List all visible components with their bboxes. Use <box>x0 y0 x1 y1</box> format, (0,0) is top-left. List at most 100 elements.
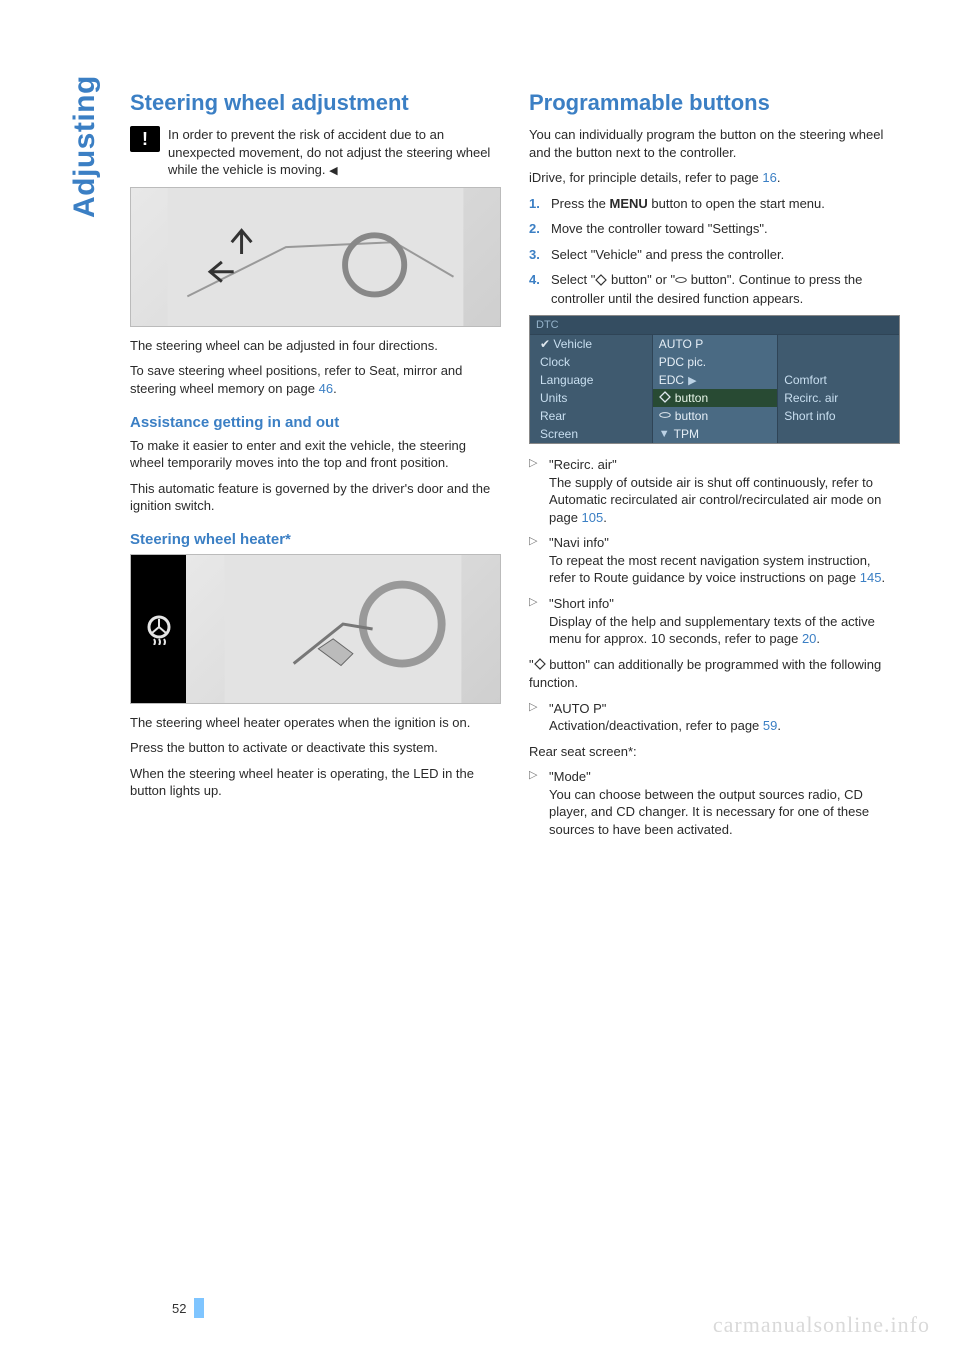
page-ref-145[interactable]: 145 <box>860 570 882 585</box>
idrive-left-screen: Screen <box>530 425 652 443</box>
diamond-icon-inline <box>534 656 546 674</box>
steps-list: 1. Press the MENU button to open the sta… <box>529 195 900 308</box>
page-number: 52 <box>172 1301 186 1316</box>
idrive-mid-pdc: PDC pic. <box>652 353 777 371</box>
figure-steering-adjustment <box>130 187 501 327</box>
p-assistance-2: This automatic feature is governed by th… <box>130 480 501 515</box>
bullet-mode-body: You can choose between the output source… <box>549 787 869 837</box>
idrive-left-language: Language <box>530 371 652 389</box>
p-save-positions-a: To save steering wheel positions, refer … <box>130 363 462 396</box>
idrive-left-units: Units <box>530 389 652 407</box>
step-4-num: 4. <box>529 271 540 289</box>
heading-programmable-buttons: Programmable buttons <box>529 90 900 116</box>
p-prog-intro: You can individually program the button … <box>529 126 900 161</box>
step-1-text-b: button to open the start menu. <box>648 196 825 211</box>
p-idrive-ref-b: . <box>777 170 781 185</box>
side-tab-label: Adjusting <box>68 75 102 218</box>
heading-assistance: Assistance getting in and out <box>130 414 501 431</box>
step-1-text-a: Press the <box>551 196 610 211</box>
page-footer: 52 <box>172 1298 204 1318</box>
page-ref-46[interactable]: 46 <box>319 381 333 396</box>
p-idrive-ref-a: iDrive, for principle details, refer to … <box>529 170 762 185</box>
bullet-mode-title: "Mode" <box>549 769 591 784</box>
bullet-autop-body-b: . <box>777 718 781 733</box>
step-3: 3. Select "Vehicle" and press the contro… <box>529 246 900 264</box>
watermark: carmanualsonline.info <box>713 1312 930 1338</box>
idrive-right-1 <box>777 353 899 371</box>
p-save-positions-b: . <box>333 381 337 396</box>
step-3-num: 3. <box>529 246 540 264</box>
bullet-recirc-title: "Recirc. air" <box>549 457 617 472</box>
bullet-list-1: "Recirc. air" The supply of outside air … <box>529 456 900 647</box>
p-heater-3: When the steering wheel heater is operat… <box>130 765 501 800</box>
step-1-num: 1. <box>529 195 540 213</box>
step-4: 4. Select " button" or " button". Contin… <box>529 271 900 307</box>
bullet-recirc-body-b: . <box>603 510 607 525</box>
bullet-navi: "Navi info" To repeat the most recent na… <box>529 534 900 587</box>
idrive-arrow-right-icon: ▶ <box>688 374 696 387</box>
bullet-recirc: "Recirc. air" The supply of outside air … <box>529 456 900 526</box>
idrive-edc-label: EDC <box>659 373 684 387</box>
idrive-mid-oval-button: button <box>652 407 777 425</box>
step-1: 1. Press the MENU button to open the sta… <box>529 195 900 213</box>
bullet-mode: "Mode" You can choose between the output… <box>529 768 900 838</box>
idrive-oval-button-label: button <box>675 409 708 423</box>
oval-icon <box>675 272 687 290</box>
bullet-navi-title: "Navi info" <box>549 535 609 550</box>
p-heater-1: The steering wheel heater operates when … <box>130 714 501 732</box>
step-4-text-a: Select " <box>551 272 595 287</box>
bullet-autop-title: "AUTO P" <box>549 701 606 716</box>
idrive-top-bar: DTC <box>530 316 899 335</box>
bullet-list-autop: "AUTO P" Activation/deactivation, refer … <box>529 700 900 735</box>
bullet-autop: "AUTO P" Activation/deactivation, refer … <box>529 700 900 735</box>
heater-illustration <box>186 555 500 703</box>
page-ref-20[interactable]: 20 <box>802 631 816 646</box>
p-idrive-ref: iDrive, for principle details, refer to … <box>529 169 900 187</box>
steering-adjust-illustration <box>131 188 500 326</box>
heater-button-icon <box>131 555 186 703</box>
idrive-left-vehicle: Vehicle <box>530 335 652 353</box>
idrive-left-rear: Rear <box>530 407 652 425</box>
heading-steering-wheel-adjustment: Steering wheel adjustment <box>130 90 501 116</box>
warning-icon: ! <box>130 126 160 152</box>
bullet-autop-body-a: Activation/deactivation, refer to page <box>549 718 763 733</box>
bullet-shortinfo-title: "Short info" <box>549 596 614 611</box>
p-adjusted-four-directions: The steering wheel can be adjusted in fo… <box>130 337 501 355</box>
diamond-icon <box>595 272 607 290</box>
idrive-left-clock: Clock <box>530 353 652 371</box>
idrive-right-shortinfo: Short info <box>777 407 899 425</box>
step-2-text: Move the controller toward "Settings". <box>551 221 768 236</box>
idrive-right-5 <box>777 425 899 443</box>
warning-end-marker: ◀ <box>329 165 337 177</box>
bullet-list-mode: "Mode" You can choose between the output… <box>529 768 900 838</box>
bullet-shortinfo-body-b: . <box>816 631 820 646</box>
idrive-mid-autop: AUTO P <box>652 335 777 353</box>
idrive-mid-edc: EDC ▶ <box>652 371 777 389</box>
step-2: 2. Move the controller toward "Settings"… <box>529 220 900 238</box>
bullet-navi-body-a: To repeat the most recent navigation sys… <box>549 553 871 586</box>
idrive-top-label: DTC <box>536 319 559 331</box>
p-assistance-1: To make it easier to enter and exit the … <box>130 437 501 472</box>
idrive-oval-icon <box>659 409 671 423</box>
page-ref-59[interactable]: 59 <box>763 718 777 733</box>
right-column: Programmable buttons You can individuall… <box>529 90 900 846</box>
figure-steering-heater <box>130 554 501 704</box>
warning-paragraph: ! In order to prevent the risk of accide… <box>130 126 501 179</box>
bullet-shortinfo-body-a: Display of the help and supplementary te… <box>549 614 875 647</box>
step-2-num: 2. <box>529 220 540 238</box>
step-4-text-b: button" or " <box>607 272 675 287</box>
p-diamond-additional: " button" can additionally be programmed… <box>529 656 900 692</box>
idrive-right-0 <box>777 335 899 353</box>
heading-steering-wheel-heater: Steering wheel heater* <box>130 531 501 548</box>
page-ref-105[interactable]: 105 <box>582 510 604 525</box>
idrive-arrow-down-icon: ▼ <box>659 428 670 440</box>
idrive-mid-tpm: ▼TPM <box>652 425 777 443</box>
idrive-screenshot: DTC Vehicle AUTO P Clock PDC pic. Langua… <box>529 315 900 444</box>
step-3-text: Select "Vehicle" and press the controlle… <box>551 247 784 262</box>
menu-button-label: MENU <box>610 196 648 211</box>
footer-bar-icon <box>194 1298 204 1318</box>
idrive-right-comfort: Comfort <box>777 371 899 389</box>
page-ref-16[interactable]: 16 <box>762 170 776 185</box>
idrive-diamond-icon <box>659 391 671 405</box>
bullet-navi-body-b: . <box>881 570 885 585</box>
